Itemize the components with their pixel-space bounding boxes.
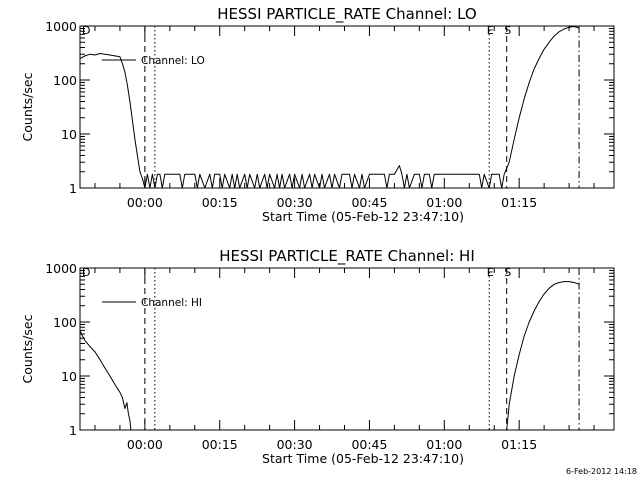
x-tick-label: 00:45	[351, 437, 387, 452]
x-axis-label: Start Time (05-Feb-12 23:47:10)	[262, 209, 464, 224]
plot-frame	[79, 25, 615, 189]
marker-label: D	[82, 266, 90, 279]
marker-label: S	[504, 24, 511, 37]
series-line	[79, 330, 132, 431]
x-tick-label: 01:00	[426, 195, 462, 210]
marker-label: S	[504, 266, 511, 279]
x-tick-label: 01:15	[501, 437, 537, 452]
series-line	[79, 26, 580, 189]
legend-entry: Channel: LO	[141, 55, 205, 67]
marker-label: E	[487, 24, 494, 37]
y-tick-label: 10	[61, 127, 77, 142]
x-axis-label: Start Time (05-Feb-12 23:47:10)	[262, 451, 464, 466]
y-tick-label: 100	[53, 315, 77, 330]
series-line	[506, 281, 580, 431]
y-tick-label: 1	[69, 423, 77, 438]
x-tick-label: 00:00	[127, 195, 163, 210]
x-tick-label: 00:30	[277, 195, 313, 210]
y-tick-label: 1000	[45, 261, 77, 276]
chart-title: HESSI PARTICLE_RATE Channel: LO	[217, 5, 476, 24]
y-tick-label: 1	[69, 181, 77, 196]
marker-label: D	[82, 24, 90, 37]
chart-title: HESSI PARTICLE_RATE Channel: HI	[219, 247, 475, 266]
x-tick-label: 00:15	[202, 437, 238, 452]
y-tick-label: 1000	[45, 19, 77, 34]
panel-lo: HESSI PARTICLE_RATE Channel: LO 1 10 100 100…	[20, 5, 615, 224]
y-axis-label: Counts/sec	[20, 314, 35, 383]
x-tick-label: 00:00	[127, 437, 163, 452]
x-tick-label: 00:45	[351, 195, 387, 210]
x-tick-label: 01:00	[426, 437, 462, 452]
x-tick-label: 01:15	[501, 195, 537, 210]
y-tick-label: 10	[61, 369, 77, 384]
timestamp-label: 6-Feb-2012 14:18	[566, 467, 637, 476]
y-tick-label: 100	[53, 73, 77, 88]
y-axis-label: Counts/sec	[20, 72, 35, 141]
plot-frame	[79, 267, 615, 431]
legend-entry: Channel: HI	[141, 297, 202, 309]
panel-hi: HESSI PARTICLE_RATE Channel: HI 1 10 100 100…	[20, 247, 615, 466]
marker-label: E	[487, 266, 494, 279]
x-tick-label: 00:30	[277, 437, 313, 452]
x-tick-label: 00:15	[202, 195, 238, 210]
